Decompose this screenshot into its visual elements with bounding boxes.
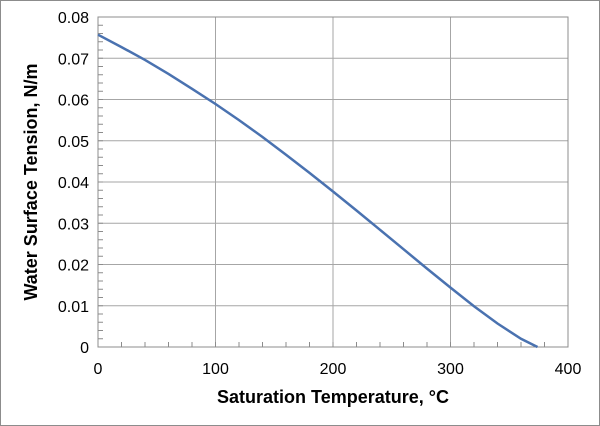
y-tick-label: 0.08 (58, 10, 89, 27)
y-tick-label: 0 (80, 340, 89, 357)
x-tick-labels: 0 100 200 300 400 (94, 361, 582, 378)
x-tick-label: 0 (94, 361, 103, 378)
y-tick-label: 0.04 (58, 175, 89, 192)
y-tick-label: 0.06 (58, 93, 89, 110)
y-tick-label: 0.02 (58, 258, 89, 275)
x-tick-label: 300 (437, 361, 464, 378)
gridlines (97, 16, 569, 348)
y-tick-label: 0.03 (58, 216, 89, 233)
x-tick-label: 200 (320, 361, 347, 378)
x-tick-label: 400 (555, 361, 582, 378)
y-tick-label: 0.01 (58, 299, 89, 316)
y-tick-labels: 0 0.01 0.02 0.03 0.04 0.05 0.06 0.07 0.08 (58, 10, 89, 357)
x-tick-label: 100 (202, 361, 229, 378)
y-axis-label: Water Surface Tension, N/m (21, 63, 41, 300)
x-axis-label: Saturation Temperature, °C (217, 387, 449, 407)
series-line (97, 33, 539, 349)
y-tick-label: 0.05 (58, 134, 89, 151)
minor-ticks (97, 16, 569, 348)
plot-area (97, 16, 569, 348)
y-tick-label: 0.07 (58, 51, 89, 68)
